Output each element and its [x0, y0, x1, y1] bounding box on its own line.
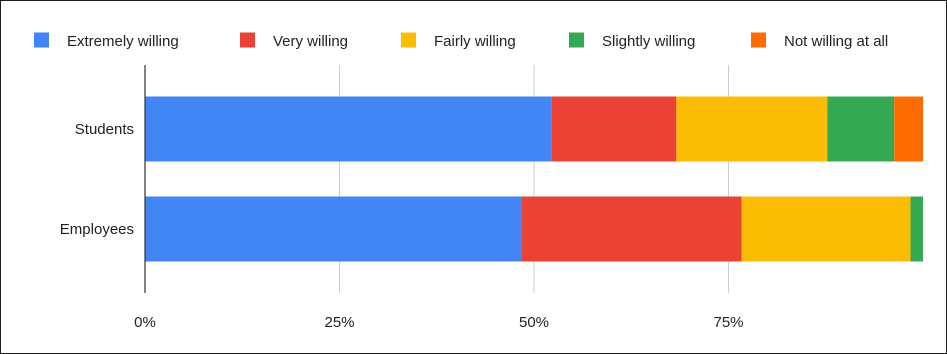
bar-employees-extremely-willing [145, 196, 522, 262]
bar-employees-fairly-willing [741, 196, 911, 262]
legend-label-very-willing: Very willing [273, 33, 348, 50]
legend-swatch-extremely-willing [34, 32, 49, 48]
bar-students-fairly-willing [676, 96, 828, 162]
x-tick-label-50: 50% [519, 314, 549, 331]
legend-swatch-fairly-willing [401, 32, 416, 48]
legend-label-not-willing-at-all: Not willing at all [784, 33, 888, 50]
legend-label-slightly-willing: Slightly willing [602, 33, 695, 50]
x-tick-label-75: 75% [713, 314, 743, 331]
legend-swatch-very-willing [240, 32, 255, 48]
bar-students-slightly-willing [827, 96, 895, 162]
category-label-employees: Employees [60, 221, 134, 238]
x-tick-label-25: 25% [324, 314, 354, 331]
x-tick-label-0: 0% [134, 314, 156, 331]
legend-label-fairly-willing: Fairly willing [434, 33, 516, 50]
legend-swatch-slightly-willing [569, 32, 584, 48]
bar-employees-very-willing [521, 196, 742, 262]
bar-students-very-willing [551, 96, 677, 162]
legend-label-extremely-willing: Extremely willing [67, 33, 179, 50]
bar-students-not-willing-at-all [894, 96, 923, 162]
legend-swatch-not-willing-at-all [751, 32, 766, 48]
category-label-students: Students [75, 121, 134, 138]
bar-students-extremely-willing [145, 96, 552, 162]
bar-employees-slightly-willing [910, 196, 923, 262]
